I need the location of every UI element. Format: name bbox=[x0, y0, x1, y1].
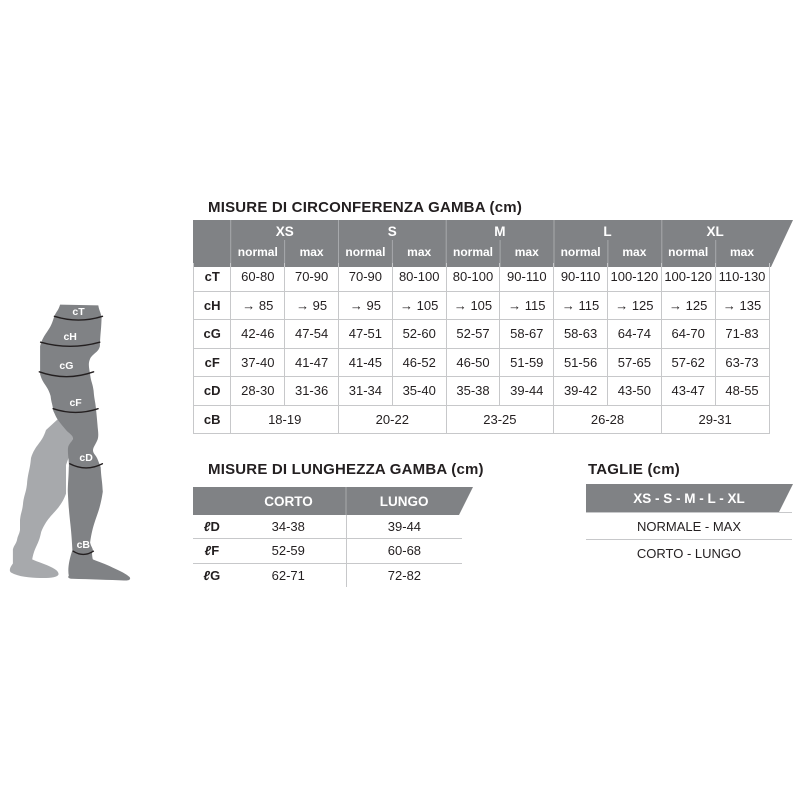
svg-text:cT: cT bbox=[72, 306, 85, 318]
svg-text:cD: cD bbox=[79, 452, 93, 464]
svg-text:cB: cB bbox=[77, 539, 91, 551]
svg-text:cG: cG bbox=[59, 360, 73, 372]
svg-text:cH: cH bbox=[63, 331, 76, 343]
svg-text:cF: cF bbox=[69, 397, 82, 409]
